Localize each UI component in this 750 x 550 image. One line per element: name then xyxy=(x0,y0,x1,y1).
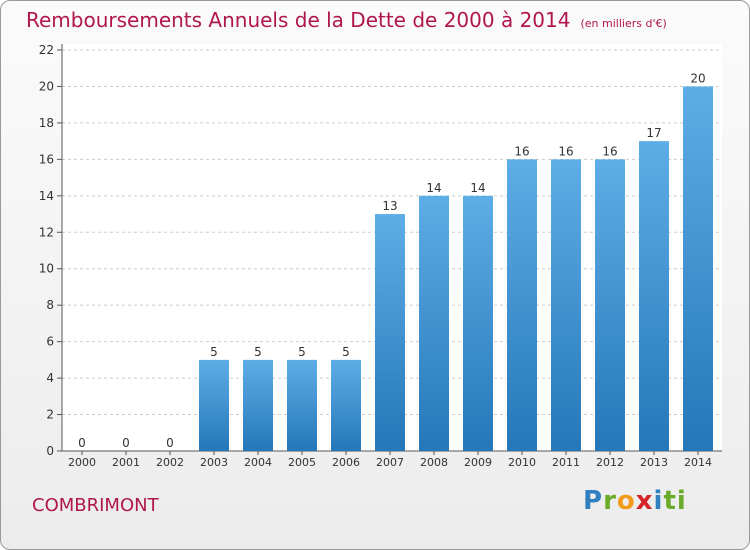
logo-letter: i xyxy=(653,486,664,516)
data-label: 5 xyxy=(210,345,218,359)
chart-title: Remboursements Annuels de la Dette de 20… xyxy=(26,8,667,32)
data-label: 13 xyxy=(382,199,397,213)
bar xyxy=(595,159,625,451)
bar xyxy=(199,359,229,451)
logo-letter: r xyxy=(603,486,617,516)
data-label: 16 xyxy=(602,144,617,158)
y-tick-label: 14 xyxy=(39,189,54,203)
bar xyxy=(375,214,405,451)
x-tick-label: 2004 xyxy=(244,456,272,469)
y-tick-label: 0 xyxy=(46,444,54,458)
bar xyxy=(287,359,317,451)
x-tick-label: 2008 xyxy=(420,456,448,469)
chart-title-text: Remboursements Annuels de la Dette de 20… xyxy=(26,8,571,32)
y-tick-label: 8 xyxy=(46,298,54,312)
data-label: 20 xyxy=(690,71,705,85)
bar xyxy=(243,359,273,451)
y-tick-label: 10 xyxy=(39,262,54,276)
x-tick-label: 2002 xyxy=(156,456,184,469)
x-tick-label: 2003 xyxy=(200,456,228,469)
logo-letter: o xyxy=(616,486,636,516)
x-tick-label: 2014 xyxy=(684,456,712,469)
data-label: 14 xyxy=(426,181,441,195)
bar xyxy=(507,159,537,451)
y-tick-label: 6 xyxy=(46,335,54,349)
x-tick-label: 2001 xyxy=(112,456,140,469)
data-label: 0 xyxy=(78,436,86,450)
chart-subtitle: (en milliers d'€) xyxy=(580,17,667,30)
bar xyxy=(639,141,669,452)
data-label: 5 xyxy=(254,345,262,359)
y-tick-label: 4 xyxy=(46,371,54,385)
data-label: 5 xyxy=(298,345,306,359)
y-tick-label: 18 xyxy=(39,116,54,130)
y-tick-label: 12 xyxy=(39,225,54,239)
x-tick-label: 2011 xyxy=(552,456,580,469)
x-tick-label: 2009 xyxy=(464,456,492,469)
x-tick-label: 2006 xyxy=(332,456,360,469)
data-label: 0 xyxy=(166,436,174,450)
x-tick-label: 2013 xyxy=(640,456,668,469)
bar xyxy=(551,159,581,451)
data-label: 0 xyxy=(122,436,130,450)
data-label: 5 xyxy=(342,345,350,359)
bar xyxy=(331,359,361,451)
y-tick-label: 2 xyxy=(46,408,54,422)
data-label: 16 xyxy=(514,144,529,158)
x-tick-label: 2000 xyxy=(68,456,96,469)
x-tick-label: 2010 xyxy=(508,456,536,469)
y-tick-label: 20 xyxy=(39,79,54,93)
logo-letter: ti xyxy=(663,486,687,516)
bar xyxy=(683,86,713,452)
data-label: 16 xyxy=(558,144,573,158)
logo-letter: P xyxy=(583,486,604,516)
bar xyxy=(463,195,493,451)
logo-letter: x xyxy=(635,486,654,516)
proxiti-logo: Proxiti xyxy=(583,486,687,516)
y-tick-label: 16 xyxy=(39,152,54,166)
data-label: 14 xyxy=(470,181,485,195)
commune-name: COMBRIMONT xyxy=(32,495,159,516)
y-tick-label: 22 xyxy=(39,43,54,57)
bar xyxy=(419,195,449,451)
x-tick-label: 2012 xyxy=(596,456,624,469)
x-tick-label: 2007 xyxy=(376,456,404,469)
x-tick-label: 2005 xyxy=(288,456,316,469)
data-label: 17 xyxy=(646,126,661,140)
